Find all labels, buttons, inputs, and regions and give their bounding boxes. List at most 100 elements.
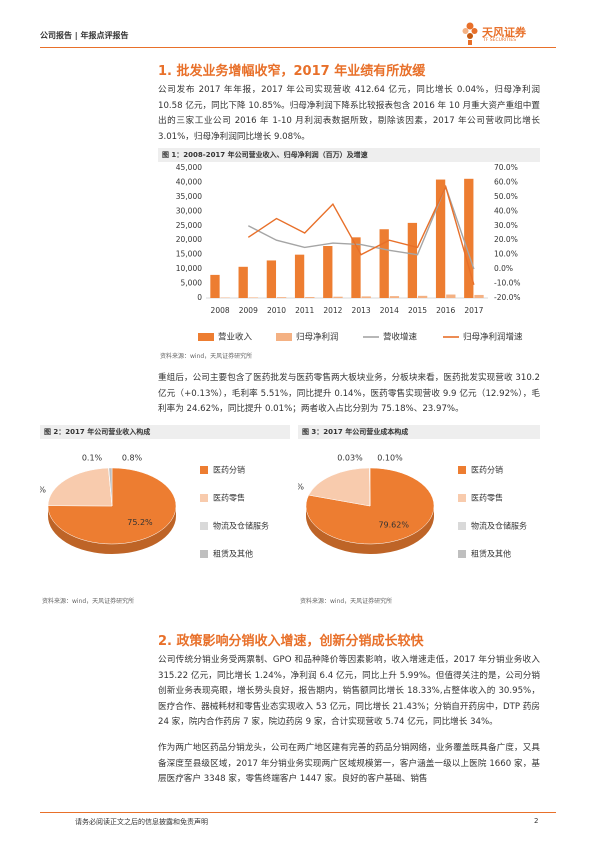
logo-icon bbox=[462, 22, 478, 45]
pie-slice bbox=[308, 467, 371, 507]
bar bbox=[323, 246, 333, 298]
y2-tick-label: 40.0% bbox=[494, 206, 518, 215]
y2-tick-label: 30.0% bbox=[494, 221, 518, 230]
legend-label: 营业收入 bbox=[218, 332, 253, 343]
bar bbox=[361, 296, 371, 298]
y2-tick-label: 50.0% bbox=[494, 192, 518, 201]
legend-label: 医药零售 bbox=[213, 493, 245, 503]
chart-title: 图 1：2008-2017 年公司营业收入、归母净利润（百万）及增速 bbox=[158, 148, 540, 162]
y-tick-label: 45,000 bbox=[176, 163, 202, 172]
legend-label: 物流及仓储服务 bbox=[471, 521, 527, 531]
data-label: 20.25% bbox=[298, 483, 304, 492]
line bbox=[247, 184, 475, 270]
legend-label: 物流及仓储服务 bbox=[213, 521, 269, 531]
line bbox=[247, 184, 475, 285]
legend-swatch bbox=[458, 522, 466, 530]
data-label: 75.2% bbox=[127, 518, 153, 527]
y-tick-label: 0 bbox=[197, 293, 202, 302]
legend-label: 医药零售 bbox=[471, 493, 503, 503]
y-tick-label: 15,000 bbox=[176, 250, 202, 259]
bar bbox=[294, 254, 305, 298]
data-label: 0.8% bbox=[122, 454, 143, 463]
legend-swatch bbox=[458, 494, 466, 502]
legend-label: 医药分销 bbox=[471, 465, 503, 475]
x-tick-label: 2016 bbox=[436, 306, 455, 315]
bar bbox=[389, 296, 400, 298]
section-title: 1. 批发业务增幅收窄，2017 年业绩有所放缓 bbox=[158, 64, 426, 79]
bar bbox=[305, 296, 315, 298]
chart-title: 图 2：2017 年公司营业收入构成 bbox=[40, 425, 290, 439]
y-tick-label: 25,000 bbox=[176, 221, 202, 230]
bar bbox=[435, 179, 446, 298]
logo-text: 天风证券 bbox=[482, 26, 526, 39]
data-label: 0.03% bbox=[337, 454, 363, 463]
x-tick-label: 2012 bbox=[323, 306, 342, 315]
y-tick-label: 20,000 bbox=[176, 235, 202, 244]
bar bbox=[351, 237, 361, 298]
footer-rule bbox=[40, 812, 556, 813]
chart-source: 资料来源：wind，天风证券研究所 bbox=[160, 353, 253, 360]
paragraph: 重组后，公司主要包含了医药批发与医药零售两大板块业务，分板块来看，医药批发实现营… bbox=[158, 373, 540, 415]
y2-tick-label: 60.0% bbox=[494, 177, 518, 186]
bar bbox=[238, 266, 248, 298]
x-tick-label: 2009 bbox=[239, 306, 258, 315]
y-tick-label: 40,000 bbox=[176, 177, 202, 186]
header-rule bbox=[40, 47, 556, 48]
pie-slice bbox=[108, 467, 113, 507]
legend-label: 归母净利润增速 bbox=[463, 332, 523, 343]
legend-label: 租赁及其他 bbox=[471, 549, 511, 559]
bar bbox=[379, 229, 389, 298]
legend-swatch bbox=[198, 333, 214, 341]
bar bbox=[276, 297, 287, 298]
x-tick-label: 2008 bbox=[211, 306, 230, 315]
x-tick-label: 2011 bbox=[295, 306, 314, 315]
y-tick-label: 35,000 bbox=[176, 192, 202, 201]
y-tick-label: 30,000 bbox=[176, 206, 202, 215]
pie-slice bbox=[47, 467, 177, 545]
data-label: 24.0% bbox=[40, 485, 46, 494]
chart: 79.62% 20.25% 0.03% 0.10% 医药分销医药零售物流及仓储服务租赁及… bbox=[298, 454, 527, 559]
chart-source: 资料来源：wind，天风证券研究所 bbox=[300, 598, 393, 605]
y2-tick-label: -10.0% bbox=[494, 279, 521, 288]
logo-en: TF SECURITIES bbox=[483, 38, 517, 43]
legend-swatch bbox=[200, 550, 208, 558]
pie-slice bbox=[47, 467, 113, 507]
legend-swatch bbox=[200, 494, 208, 502]
bar bbox=[210, 274, 220, 298]
y2-tick-label: 20.0% bbox=[494, 235, 518, 244]
legend-label: 租赁及其他 bbox=[213, 549, 253, 559]
legend-label: 医药分销 bbox=[213, 465, 245, 475]
legend-swatch bbox=[458, 466, 466, 474]
bar bbox=[407, 222, 418, 298]
x-tick-label: 2014 bbox=[380, 306, 399, 315]
footer-text: 请务必阅读正文之后的信息披露和免责声明 bbox=[75, 818, 208, 826]
data-label: 79.62% bbox=[378, 520, 409, 529]
bar bbox=[333, 296, 343, 298]
y2-tick-label: 70.0% bbox=[494, 163, 518, 172]
chart-source: 资料来源：wind，天风证券研究所 bbox=[42, 598, 135, 605]
legend-swatch bbox=[200, 522, 208, 530]
y2-tick-label: 10.0% bbox=[494, 250, 518, 259]
legend-swatch bbox=[458, 550, 466, 558]
paragraph: 公司发布 2017 年年报，2017 年公司实现营收 412.64 亿元，同比增… bbox=[158, 85, 540, 142]
y-tick-label: 10,000 bbox=[176, 264, 202, 273]
legend-label: 营收增速 bbox=[383, 332, 418, 343]
header-title: 公司报告 | 年报点评报告 bbox=[40, 31, 129, 40]
bar bbox=[464, 178, 474, 298]
legend-label: 归母净利润 bbox=[296, 332, 339, 343]
legend-swatch bbox=[276, 333, 292, 341]
section-title: 2. 政策影响分销收入增速，创新分销成长较快 bbox=[158, 634, 424, 649]
chart: 0 5,000 10,000 15,000 20,000 25,000 30,000 35,0… bbox=[176, 163, 523, 343]
bar bbox=[266, 260, 277, 298]
bar bbox=[417, 295, 428, 298]
legend-swatch bbox=[200, 466, 208, 474]
paragraph: 公司传统分销业务受两票制、GPO 和品种降价等因素影响，收入增速走低，2017 … bbox=[158, 655, 540, 728]
bar bbox=[248, 297, 259, 298]
x-tick-label: 2010 bbox=[267, 306, 286, 315]
page-number: 2 bbox=[534, 817, 539, 825]
data-label: 0.10% bbox=[377, 454, 403, 463]
x-tick-label: 2017 bbox=[464, 306, 483, 315]
y2-tick-label: 0.0% bbox=[494, 264, 513, 273]
